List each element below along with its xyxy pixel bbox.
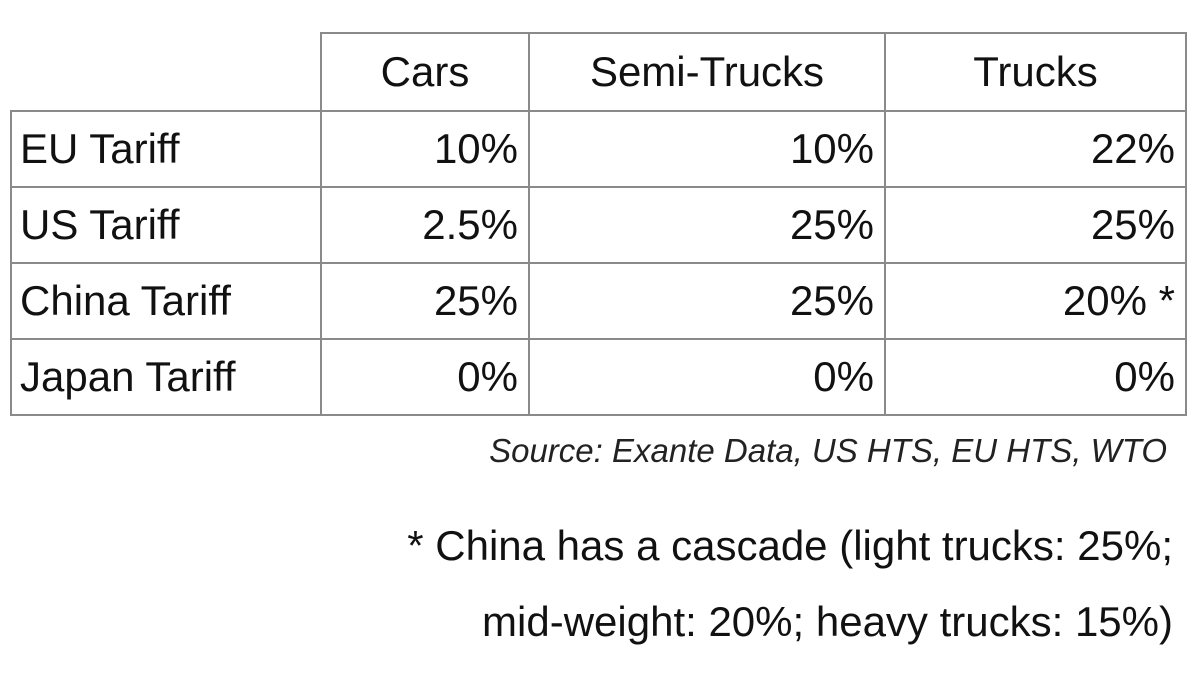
table-cell: 10% (528, 110, 886, 188)
table-cell: 2.5% (320, 186, 530, 264)
table-cell: 0% (320, 338, 530, 416)
table-cell: 22% (884, 110, 1187, 188)
table-cell: 0% (884, 338, 1187, 416)
table-cell: 10% (320, 110, 530, 188)
source-note: Source: Exante Data, US HTS, EU HTS, WTO (489, 432, 1167, 469)
table-cell: 25% (528, 186, 886, 264)
row-label: Japan Tariff (10, 338, 322, 416)
table-cell: 0% (528, 338, 886, 416)
table-cell: 25% (320, 262, 530, 340)
row-label: EU Tariff (10, 110, 322, 188)
column-header: Cars (320, 32, 530, 112)
row-label: US Tariff (10, 186, 322, 264)
footnote-line: mid-weight: 20%; heavy trucks: 15%) (482, 598, 1173, 645)
footnote-line: * China has a cascade (light trucks: 25%… (407, 522, 1173, 569)
table-cell: 25% (528, 262, 886, 340)
column-header: Trucks (884, 32, 1187, 112)
table-cell: 25% (884, 186, 1187, 264)
row-label: China Tariff (10, 262, 322, 340)
table-cell: 20% * (884, 262, 1187, 340)
column-header: Semi-Trucks (528, 32, 886, 112)
